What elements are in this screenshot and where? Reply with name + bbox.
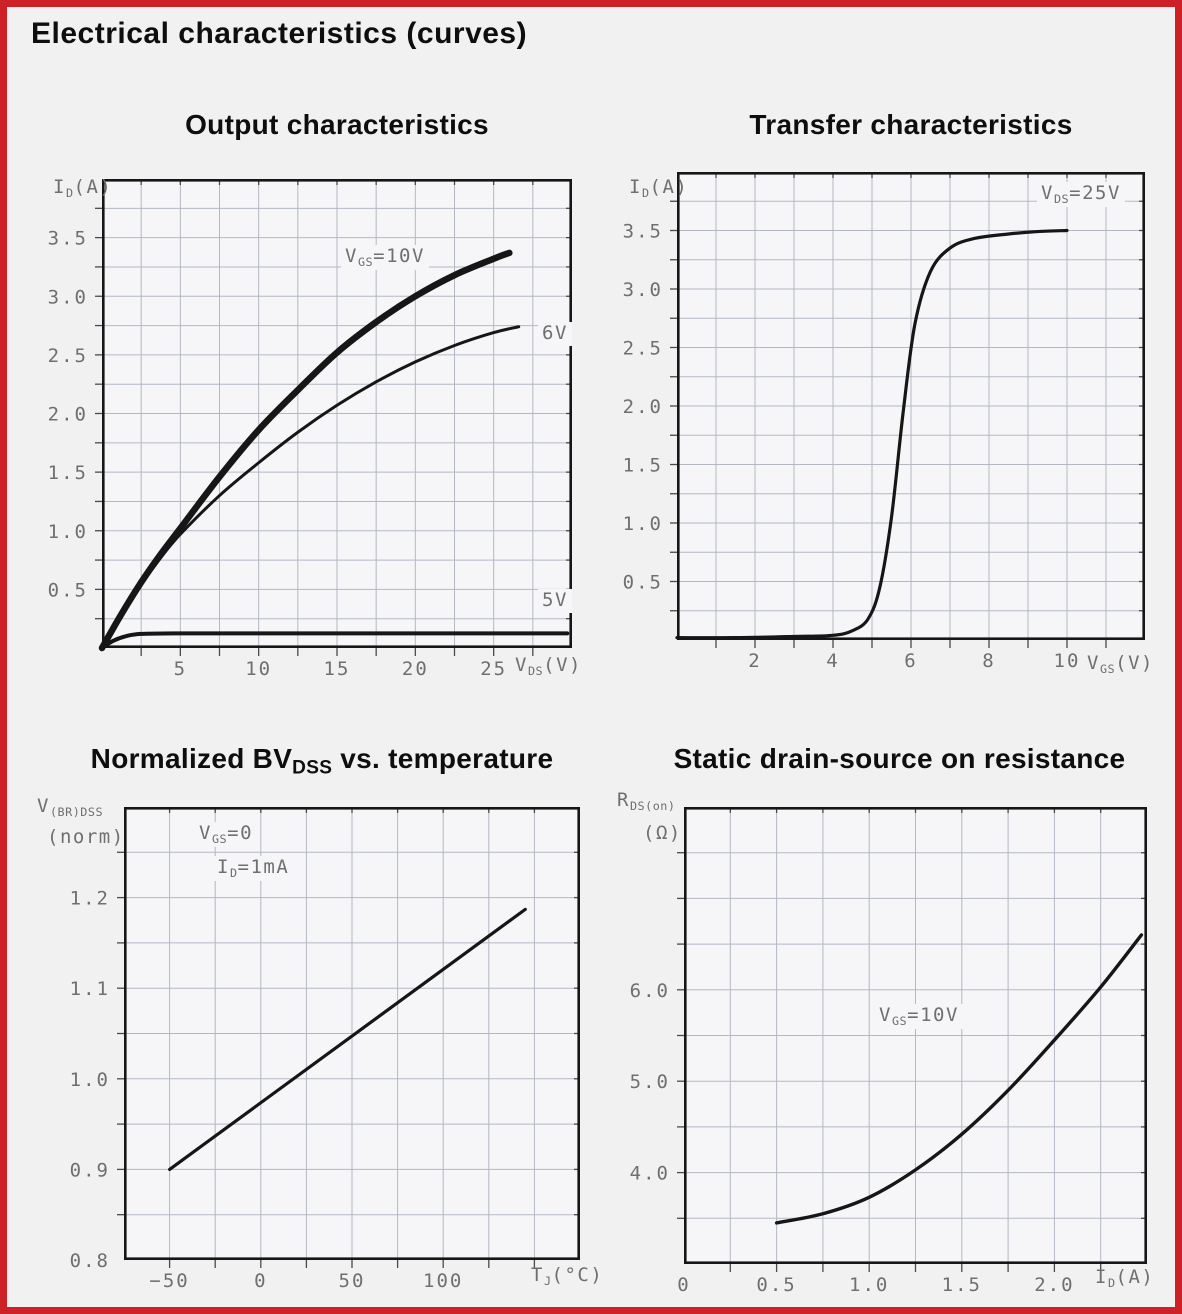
x-tick-label: 2 — [748, 650, 761, 672]
chart-title-output: Output characteristics — [185, 109, 489, 140]
y-tick-label: 2.5 — [48, 345, 88, 367]
bvdss-y-axis-label-line1: V(BR)DSS — [37, 795, 104, 819]
y-tick-label: 2.0 — [623, 396, 663, 418]
output-y-axis-label: ID(A) — [53, 176, 113, 200]
x-tick-label: 6 — [904, 650, 917, 672]
y-tick-label: 0.5 — [623, 572, 663, 594]
x-tick-label: 25 — [480, 658, 507, 680]
y-tick-label: 5.0 — [630, 1071, 670, 1093]
y-tick-label: 1.5 — [48, 462, 88, 484]
x-tick-label: 10 — [245, 658, 272, 680]
output-curve-label-6v: 6V — [538, 322, 572, 346]
y-tick-label: 3.5 — [623, 221, 663, 243]
y-tick-label: 0.8 — [70, 1250, 110, 1272]
transfer-x-axis-label: VGS(V) — [1087, 652, 1154, 676]
rdson-y-axis-label-line2: (Ω) — [643, 822, 682, 844]
bvdss-y-axis-label-line2: (norm) — [47, 826, 125, 848]
y-tick-label: 0.5 — [48, 579, 88, 601]
curve-vgs-5v — [100, 631, 570, 650]
y-tick-label: 0.9 — [70, 1159, 110, 1181]
transfer-condition-label-vds25: VDS=25V — [1037, 182, 1125, 208]
x-tick-label: 50 — [339, 1270, 366, 1292]
bvdss-condition-label-id1ma: ID=1mA — [213, 856, 294, 882]
rdson-x-axis-label: ID(A) — [1095, 1266, 1155, 1290]
rdson-condition-label-vgs10: VGS=10V — [875, 1004, 963, 1030]
y-tick-label: 1.1 — [70, 978, 110, 1000]
y-tick-label: 6.0 — [630, 980, 670, 1002]
curve-rds-on-at-vgs-10v — [774, 933, 1144, 1225]
x-tick-label: 0 — [254, 1270, 267, 1292]
y-tick-label: 1.5 — [623, 455, 663, 477]
chart-title-bvdss: Normalized BVDSS vs. temperature — [22, 743, 622, 779]
curve-vgs-6v — [100, 325, 521, 650]
x-tick-label: 10 — [1054, 650, 1081, 672]
transfer-characteristics-plot: 2 4 6 8 10 0.5 1.0 1.5 2.0 2.5 3.0 3.5 — [623, 171, 1145, 672]
x-tick-label: 5 — [174, 658, 187, 680]
chart-canvas: 0 0.5 1.0 1.5 2.0 4.0 5.0 6.0 — [630, 806, 1147, 1296]
x-tick-label: 0.5 — [756, 1274, 796, 1296]
rdson-y-axis-label-line1: RDS(on) — [617, 789, 676, 813]
chart-title-transfer: Transfer characteristics — [749, 109, 1073, 140]
y-tick-label: 1.2 — [70, 888, 110, 910]
y-tick-label: 1.0 — [48, 521, 88, 543]
chart-canvas: −50 0 50 100 0.8 0.9 1.0 1.1 1.2 — [70, 806, 580, 1292]
output-x-axis-label: VDS(V) — [515, 654, 582, 678]
chart-title-bvdss-post: vs. temperature — [332, 743, 554, 774]
x-tick-label: 4 — [826, 650, 839, 672]
output-curve-label-5v: 5V — [538, 589, 572, 613]
y-tick-label: 3.5 — [48, 228, 88, 250]
x-tick-label: 1.0 — [849, 1274, 889, 1296]
x-tick-label: 20 — [402, 658, 429, 680]
bvdss-condition-label-vgs0: VGS=0 — [195, 822, 258, 848]
chart-title-bvdss-pre: Normalized BV — [90, 743, 293, 774]
y-tick-label: 2.5 — [623, 338, 663, 360]
bvdss-x-axis-label: TJ(°C) — [531, 1264, 604, 1288]
y-tick-label: 1.0 — [623, 513, 663, 535]
x-tick-label: 2.0 — [1034, 1274, 1074, 1296]
x-tick-label: −50 — [149, 1270, 189, 1292]
page-title: Electrical characteristics (curves) — [31, 17, 528, 50]
bvdss-temperature-plot: −50 0 50 100 0.8 0.9 1.0 1.1 1.2 — [70, 806, 580, 1292]
x-tick-label: 1.5 — [942, 1274, 982, 1296]
y-tick-label: 4.0 — [630, 1163, 670, 1185]
rdson-plot: 0 0.5 1.0 1.5 2.0 4.0 5.0 6.0 — [630, 806, 1147, 1296]
output-characteristics-plot: 5 10 15 20 25 0.5 1.0 1.5 2.0 2.5 3.0 3.5 — [48, 178, 572, 680]
x-tick-label: 8 — [982, 650, 995, 672]
curve-v-br-dss-normalized — [168, 907, 527, 1171]
chart-canvas: 2 4 6 8 10 0.5 1.0 1.5 2.0 2.5 3.0 3.5 — [623, 171, 1145, 672]
y-tick-label: 3.0 — [48, 286, 88, 308]
transfer-y-axis-label: ID(A) — [629, 176, 689, 200]
chart-canvas: 5 10 15 20 25 0.5 1.0 1.5 2.0 2.5 3.0 3.5 — [48, 178, 572, 680]
x-tick-label: 0 — [677, 1274, 690, 1296]
x-tick-label: 15 — [324, 658, 351, 680]
x-tick-label: 100 — [423, 1270, 463, 1292]
chart-title-rdson: Static drain-source on resistance — [673, 743, 1126, 774]
chart-title-bvdss-sub: DSS — [292, 757, 333, 779]
output-curve-label-vgs10: VGS=10V — [341, 245, 429, 271]
y-tick-label: 2.0 — [48, 404, 88, 426]
curve-vds-25v — [675, 228, 1069, 640]
y-tick-label: 3.0 — [623, 279, 663, 301]
y-tick-label: 1.0 — [70, 1069, 110, 1091]
